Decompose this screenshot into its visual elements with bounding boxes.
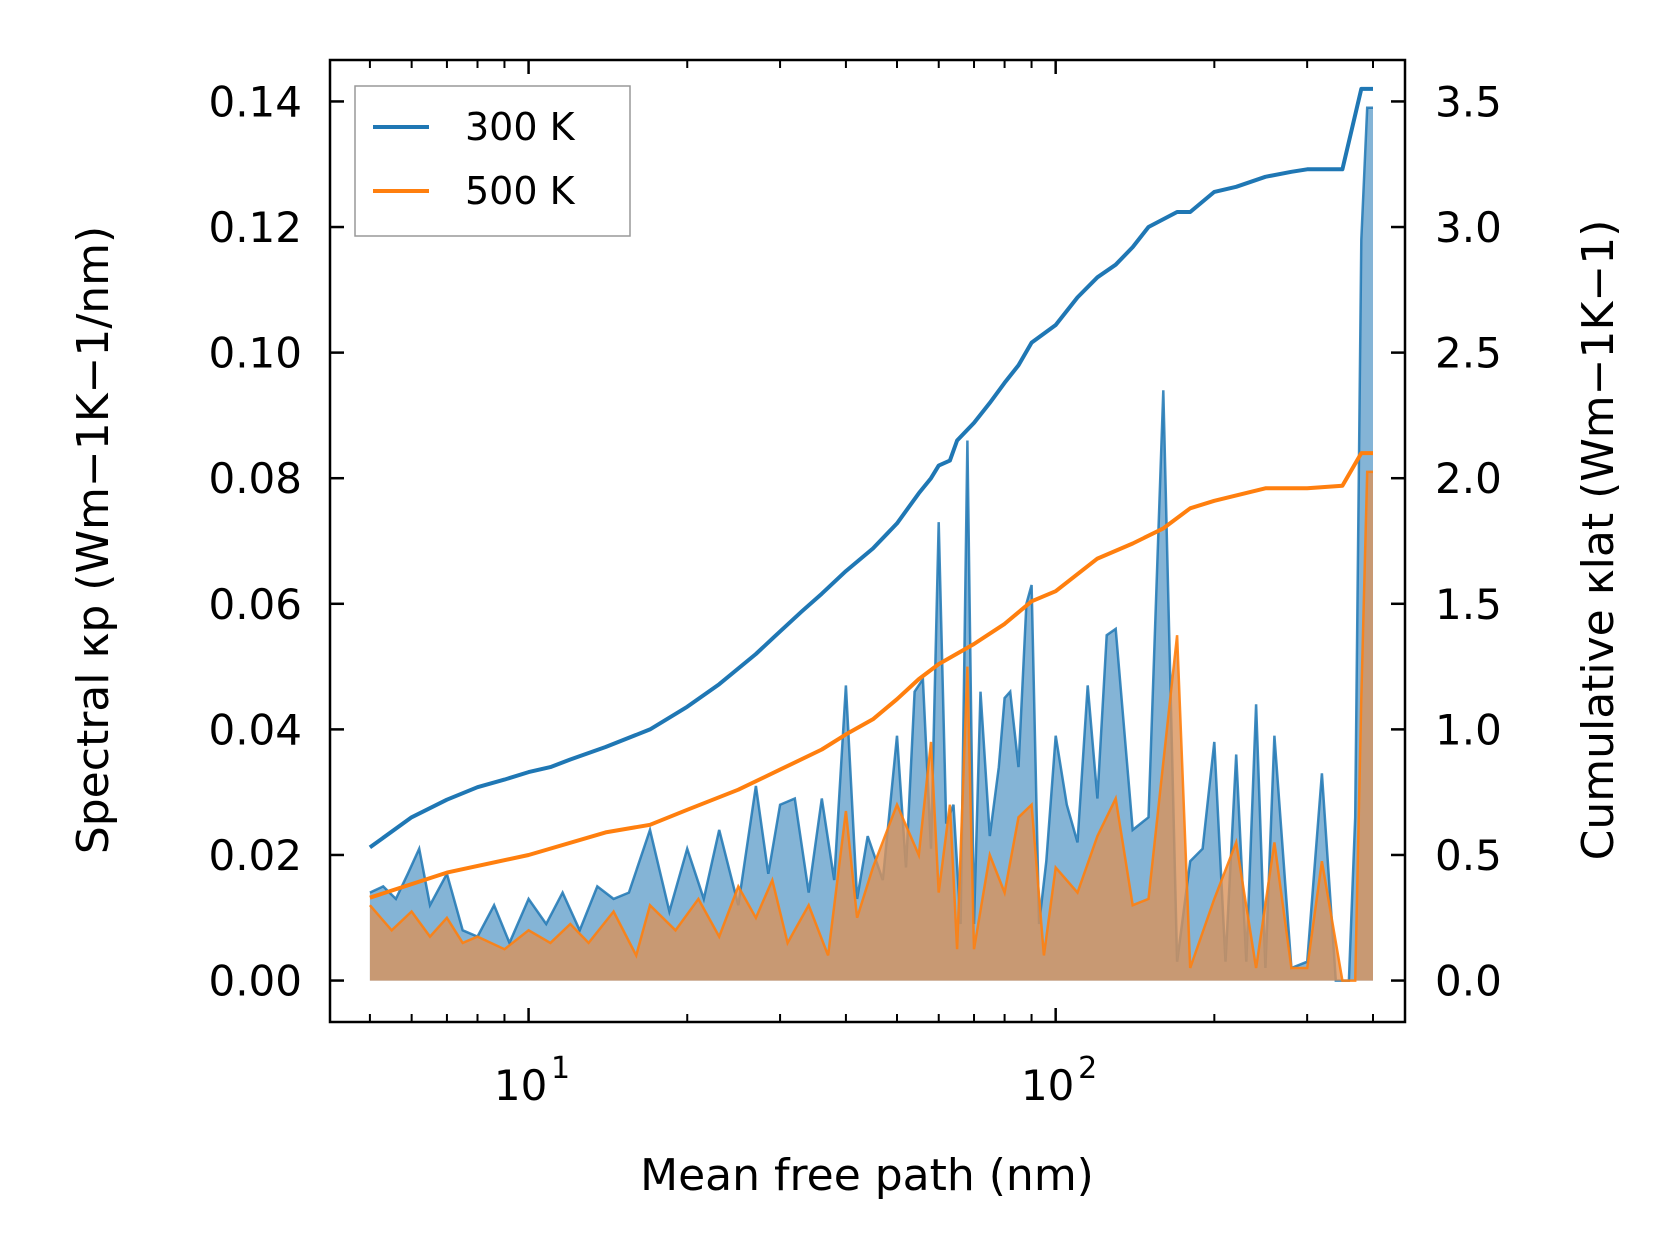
spectral-area-500k xyxy=(369,471,1373,981)
y-tick-label-left: 0.08 xyxy=(208,454,302,503)
plot-area xyxy=(368,86,1373,982)
y-tick-label-right: 0.5 xyxy=(1435,831,1502,880)
y-axis-label-right: Cumulative κlat (Wm−1K−1) xyxy=(1573,220,1624,861)
x-tick-label: 10 xyxy=(1021,1061,1074,1110)
legend: 300 K 500 K xyxy=(354,85,631,237)
y-tick-label-right: 0.0 xyxy=(1435,957,1502,1006)
y-tick-label-right: 2.0 xyxy=(1435,454,1502,503)
y-tick-label-left: 0.12 xyxy=(208,203,302,252)
y-tick-label-left: 0.06 xyxy=(208,580,302,629)
x-axis-label: Mean free path (nm) xyxy=(640,1150,1094,1201)
y-tick-label-left: 0.14 xyxy=(208,77,302,126)
cumulative-line-300k xyxy=(368,86,1373,850)
x-tick-label-exponent: 2 xyxy=(1078,1051,1097,1086)
x-tick-label: 10 xyxy=(494,1061,547,1110)
y-tick-label-right: 1.0 xyxy=(1435,705,1502,754)
axis-ticks: 0.00 0.02 0.04 0.06 0.08 0.10 0.12 0.14 0.0 0.5 1.… xyxy=(208,60,1502,1110)
y-axis-label-left: Spectral κp (Wm−1K−1/nm) xyxy=(68,226,119,854)
spectral-line-500k xyxy=(368,470,1373,982)
x-tick-label-exponent: 1 xyxy=(551,1051,570,1086)
y-tick-label-left: 0.00 xyxy=(208,957,302,1006)
legend-label-500k: 500 K xyxy=(465,169,576,213)
axes-frame xyxy=(328,58,1407,1024)
y-tick-label-left: 0.10 xyxy=(208,329,302,378)
y-tick-label-right: 3.5 xyxy=(1435,77,1502,126)
legend-box xyxy=(354,85,631,237)
spectral-area-300k xyxy=(369,107,1373,981)
y-tick-label-left: 0.04 xyxy=(208,705,302,754)
y-tick-label-right: 3.0 xyxy=(1435,203,1502,252)
y-tick-label-left: 0.02 xyxy=(208,831,302,880)
cumulative-line-500k xyxy=(369,451,1373,900)
y-tick-label-right: 2.5 xyxy=(1435,329,1502,378)
y-tick-label-right: 1.5 xyxy=(1435,580,1502,629)
legend-label-300k: 300 K xyxy=(465,105,576,149)
